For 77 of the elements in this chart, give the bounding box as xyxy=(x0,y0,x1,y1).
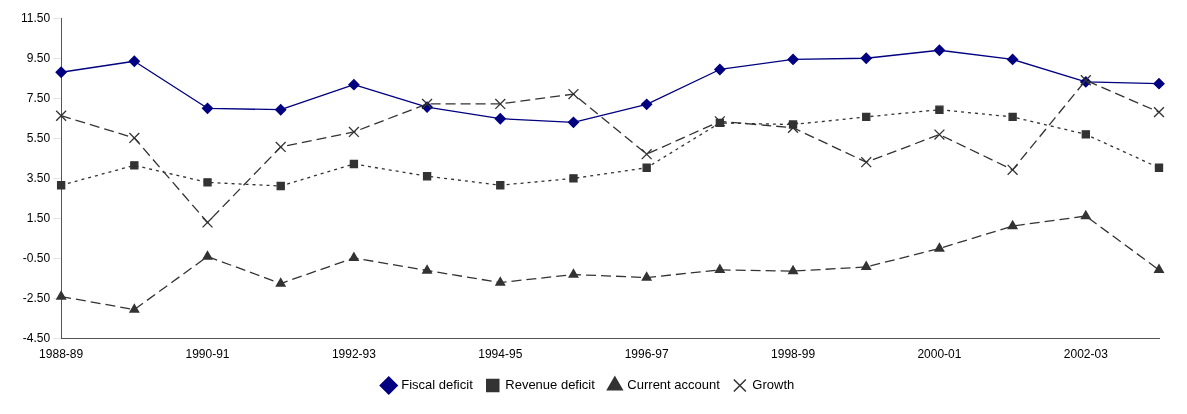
y-tick-label: 11.50 xyxy=(21,10,51,25)
point xyxy=(130,161,139,170)
point xyxy=(862,112,871,122)
point xyxy=(56,290,67,300)
x-tick-label: 1996-97 xyxy=(624,347,670,362)
point xyxy=(933,44,946,56)
point xyxy=(642,163,651,172)
x-tick-label: 2000-01 xyxy=(917,347,962,362)
point xyxy=(275,141,287,153)
point xyxy=(861,261,872,271)
point xyxy=(129,303,140,313)
point xyxy=(1153,78,1165,90)
y-tick-label: 7.50 xyxy=(26,90,51,105)
point xyxy=(55,66,67,78)
point xyxy=(128,55,140,67)
x-tick-label: 1990-91 xyxy=(185,347,230,362)
point xyxy=(494,98,506,110)
y-tick-label: 1.50 xyxy=(26,210,51,225)
point xyxy=(275,104,287,116)
x-tick-label: 1988-89 xyxy=(39,347,84,362)
y-tick-label: 3.50 xyxy=(26,170,51,185)
point xyxy=(934,242,945,252)
legend-label: Growth xyxy=(752,377,795,393)
point xyxy=(275,277,286,287)
point xyxy=(201,216,214,229)
point xyxy=(714,63,726,76)
point xyxy=(1007,164,1019,176)
point xyxy=(935,105,944,114)
point xyxy=(1154,264,1164,274)
x-tick-label: 1998-99 xyxy=(771,347,816,362)
point xyxy=(641,98,653,110)
x-tick-label: 1992-93 xyxy=(331,347,377,362)
y-tick-label: 9.50 xyxy=(26,50,51,65)
point xyxy=(496,181,505,190)
point xyxy=(787,53,799,66)
point xyxy=(641,148,653,160)
point xyxy=(494,113,506,125)
point xyxy=(422,264,433,274)
point xyxy=(202,250,213,260)
point xyxy=(1154,163,1164,172)
y-tick-label: -0.50 xyxy=(22,250,51,265)
point xyxy=(860,156,872,168)
point xyxy=(933,128,946,141)
y-tick-label: -4.50 xyxy=(22,330,51,345)
point xyxy=(568,268,579,278)
legend-label: Revenue deficit xyxy=(505,377,596,393)
legend-label: Current account xyxy=(627,377,721,393)
point xyxy=(1006,53,1019,66)
point xyxy=(569,174,578,183)
y-tick-label: 5.50 xyxy=(26,130,51,145)
point xyxy=(201,102,214,114)
x-tick-label: 2002-03 xyxy=(1063,347,1109,362)
point xyxy=(56,181,66,190)
point xyxy=(1008,112,1017,122)
y-tick-label: -2.50 xyxy=(22,290,51,305)
legend-label: Fiscal deficit xyxy=(401,377,474,393)
point xyxy=(788,265,799,275)
point xyxy=(348,79,360,91)
point xyxy=(55,110,67,122)
point xyxy=(1153,106,1165,118)
point xyxy=(860,52,872,64)
point xyxy=(714,264,725,274)
point xyxy=(348,252,359,262)
point xyxy=(203,178,212,187)
point xyxy=(348,126,360,138)
point xyxy=(276,181,285,191)
point xyxy=(349,159,359,169)
point xyxy=(422,172,432,181)
point xyxy=(1080,210,1091,220)
point xyxy=(1081,130,1090,139)
point xyxy=(567,116,580,128)
x-tick-label: 1994-95 xyxy=(478,347,523,362)
point xyxy=(1007,220,1018,230)
point xyxy=(128,132,140,144)
point xyxy=(567,88,580,100)
point xyxy=(495,276,506,286)
point xyxy=(641,271,652,281)
